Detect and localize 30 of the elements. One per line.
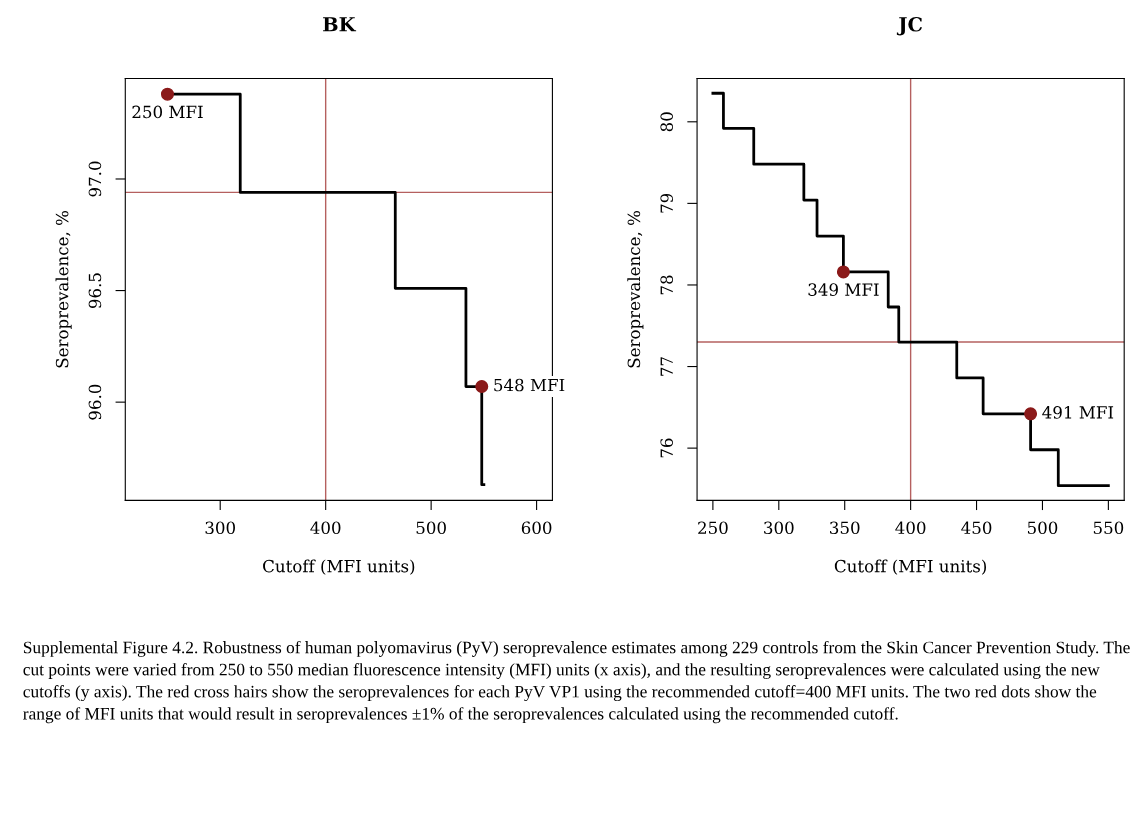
x-tick-label: 500 — [1027, 521, 1058, 535]
x-tick-label: 250 — [698, 521, 728, 535]
y-tick-label: 78 — [660, 275, 674, 295]
y-axis-title: Seroprevalence, % — [55, 211, 72, 368]
text: Supplemental Figure 4.2. Robustness of human polyomavirus (PyV) seroprevalence estimates among 229 controls from the Skin Cancer Prevention Study. The cut points were varied from 250 to 550 median fluorescence intensity (MFI) units (x axis), and the resulting seroprevalences were calculated using the new cutoffs (y axis). The red cross hairs show the seroprevalences for each PyV VP1 using the recommended cutoff=400 MFI units. The two red dots show the range of MFI units that would result in seroprevalences ±1% of the seroprevalences calculated using the recommended cutoff. — [23, 640, 1130, 724]
x-axis-title: Cutoff (MFI units) — [834, 559, 987, 575]
y-tick-label: 79 — [660, 193, 674, 213]
x-tick-label: 350 — [830, 521, 860, 535]
y-axis-title: Seroprevalence, % — [627, 211, 644, 368]
x-tick-label: 300 — [764, 521, 794, 535]
x-tick-label: 300 — [205, 521, 236, 535]
x-tick-label: 600 — [521, 521, 552, 535]
annotation: 491 MFI — [1042, 406, 1114, 419]
x-axis-title: Cutoff (MFI units) — [263, 559, 415, 575]
annotation: 548 MFI — [494, 378, 565, 392]
y-tick-label: 76 — [660, 438, 674, 458]
y-tick-label: 97.0 — [88, 161, 102, 197]
chart-title: JC — [896, 16, 922, 36]
annotation: 250 MFI — [132, 105, 203, 119]
y-tick-label: 96.5 — [88, 273, 102, 309]
y-tick-label: 96.0 — [88, 384, 102, 420]
y-tick-label: 77 — [660, 357, 673, 376]
annotation: 349 MFI — [808, 283, 879, 296]
x-tick-label: 450 — [961, 521, 992, 535]
y-tick-label: 80 — [660, 112, 674, 132]
chart-title: BK — [323, 17, 357, 32]
x-tick-label: 400 — [310, 521, 341, 535]
x-tick-label: 550 — [1093, 521, 1124, 535]
x-tick-label: 500 — [416, 521, 446, 535]
x-tick-label: 400 — [895, 521, 926, 535]
